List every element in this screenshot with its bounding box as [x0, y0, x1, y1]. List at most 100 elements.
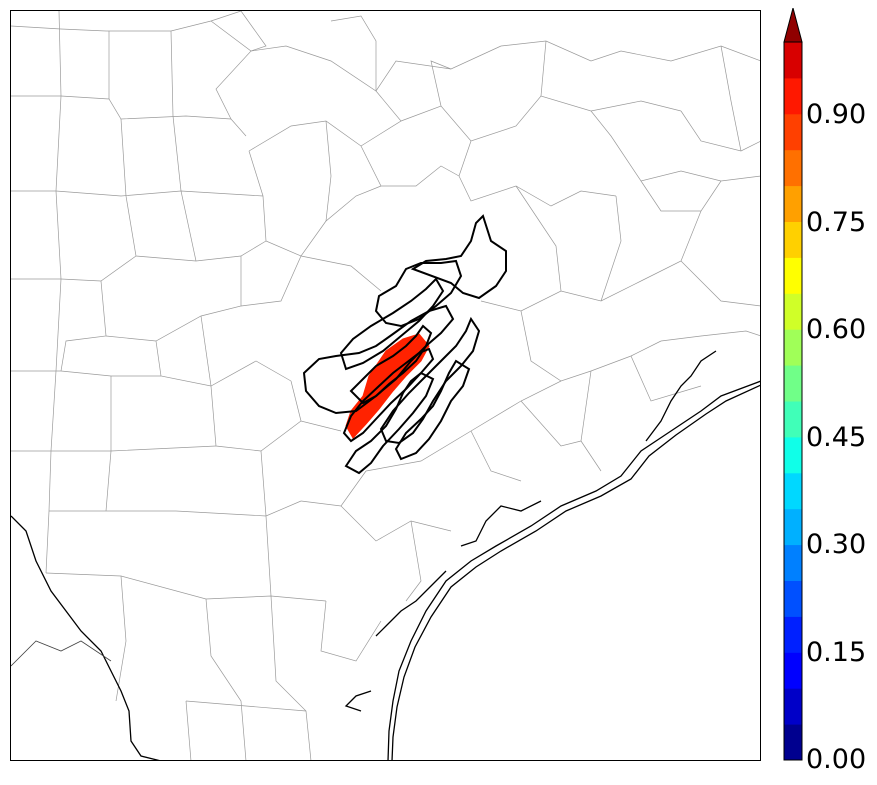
map-canvas: [11, 11, 760, 760]
county-line: [240, 255, 302, 307]
contour-outline: [374, 259, 463, 328]
county-line: [365, 380, 562, 472]
contour-outline: [379, 316, 481, 445]
county-line: [11, 11, 242, 32]
county-line: [205, 598, 247, 760]
county-line: [540, 40, 547, 97]
county-line: [185, 700, 192, 760]
county-line: [480, 280, 642, 312]
bay-shoreline: [344, 690, 372, 712]
county-line: [580, 370, 602, 472]
county-line: [170, 30, 197, 262]
colorbar-cell: [784, 185, 802, 222]
county-line: [600, 195, 622, 302]
colorbar-cell: [784, 329, 802, 366]
county-line: [105, 376, 112, 512]
bay-shoreline: [645, 350, 717, 442]
colorbar-tick-label: 0.45: [806, 422, 867, 453]
county-line: [105, 256, 242, 342]
county-line: [60, 280, 107, 372]
colorbar-cell: [784, 472, 802, 510]
county-line: [45, 11, 62, 574]
county-line: [210, 20, 502, 92]
county-line: [430, 60, 452, 107]
ensemble-contours: [302, 214, 507, 475]
county-line: [49, 500, 302, 517]
county-line: [590, 110, 760, 182]
county-line: [248, 15, 402, 152]
county-line: [680, 110, 760, 152]
county-line: [325, 120, 382, 222]
colorbar-cell: [784, 436, 802, 474]
colorbar-cell: [784, 293, 802, 330]
mexico-state-border: [11, 640, 112, 667]
colorbar-cell: [784, 149, 802, 187]
bay-shoreline: [375, 570, 447, 637]
county-line: [11, 95, 247, 137]
contour-outline: [394, 359, 471, 461]
bay-shoreline: [460, 500, 542, 547]
county-line: [248, 150, 327, 257]
county-line: [640, 180, 722, 282]
county-line: [630, 355, 702, 402]
county-line: [405, 520, 422, 602]
colorbar-cell: [784, 688, 802, 725]
colorbar-cell: [784, 544, 802, 581]
county-line: [458, 140, 617, 207]
county-line: [515, 185, 562, 292]
county-boundaries: [11, 11, 760, 760]
coastline: [11, 350, 760, 760]
county-line: [320, 600, 382, 662]
county-line: [11, 370, 161, 377]
county-line: [300, 470, 367, 507]
colorbar-tick-label: 0.15: [806, 637, 867, 668]
colorbar-cell: [784, 42, 802, 79]
contour-outline: [342, 347, 435, 443]
contour-outline: [302, 304, 455, 415]
contour-outline: [344, 371, 435, 475]
county-line: [680, 260, 760, 307]
county-line: [520, 400, 582, 447]
county-line: [215, 11, 267, 120]
map-panel: [10, 10, 761, 761]
county-line: [300, 255, 382, 292]
county-line: [660, 330, 760, 342]
coastline-mainland: [387, 380, 760, 760]
county-line: [470, 430, 522, 482]
colorbar-cell: [784, 257, 802, 294]
colorbar-cell: [784, 616, 802, 653]
county-line: [155, 340, 292, 387]
colorbar-cell: [784, 508, 802, 546]
county-line: [11, 255, 137, 282]
county-line: [520, 310, 662, 382]
contour-outline: [410, 214, 507, 300]
colorbar-cell: [784, 652, 802, 689]
county-line: [290, 380, 302, 422]
colorbar-cell: [784, 221, 802, 258]
colorbar-cell: [784, 724, 802, 761]
county-line: [640, 180, 701, 212]
county-line: [400, 95, 682, 142]
county-line: [270, 595, 312, 760]
rio-grande-border: [11, 515, 160, 760]
colorbar-tick-label: 0.75: [806, 207, 867, 238]
colorbar-cell: [784, 77, 802, 115]
colorbar-extend-arrow: [783, 8, 803, 43]
colorbar-tick-label: 0.90: [806, 99, 867, 130]
county-line: [11, 445, 217, 452]
colorbar-cells: [784, 42, 802, 761]
county-line: [720, 45, 742, 152]
county-line: [45, 572, 327, 602]
county-line: [115, 575, 127, 702]
colorbar-tick-label: 0.00: [806, 744, 867, 775]
colorbar: [783, 8, 803, 761]
colorbar-tick-label: 0.60: [806, 314, 867, 345]
contour-outline: [349, 324, 433, 405]
barrier-island: [391, 384, 760, 760]
colorbar-tick-label: 0.30: [806, 529, 867, 560]
county-line: [210, 385, 342, 452]
colorbar-cell: [784, 580, 802, 617]
county-line: [120, 118, 267, 262]
colorbar-cell: [784, 113, 802, 151]
colorbar-cell: [784, 401, 802, 438]
